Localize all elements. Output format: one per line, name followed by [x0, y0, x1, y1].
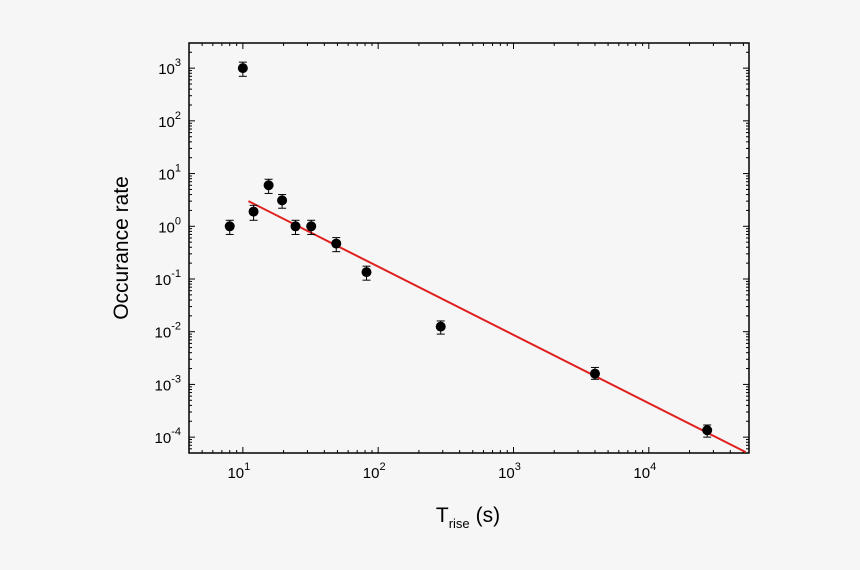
y-tick-label: 101	[158, 163, 181, 184]
x-axis-title-unit: (s)	[476, 504, 501, 527]
point-marker	[306, 221, 317, 232]
point-marker	[361, 267, 372, 278]
point-marker	[237, 63, 248, 74]
point-marker	[702, 425, 713, 436]
x-tick-label: 104	[633, 461, 656, 482]
x-tick-label: 102	[363, 461, 386, 482]
data-point	[277, 194, 288, 209]
point-marker	[263, 180, 274, 191]
data-point	[248, 204, 259, 221]
x-tick-label: 103	[498, 461, 521, 482]
data-point	[237, 61, 248, 77]
data-point	[263, 178, 274, 194]
data-point	[361, 265, 372, 281]
x-axis-title: Trise (s)	[436, 504, 500, 531]
point-marker	[589, 368, 600, 379]
y-tick-label: 103	[158, 57, 181, 78]
fit-line	[248, 200, 747, 453]
plot-frame	[188, 42, 750, 454]
x-tick-labels: 101 102 103 104	[227, 461, 656, 482]
x-tick-label: 101	[227, 461, 250, 482]
y-tick-label: 10-2	[155, 321, 181, 342]
axis-ticks	[188, 42, 749, 454]
y-tick-label: 10-3	[155, 373, 181, 394]
data-point	[589, 366, 600, 380]
point-marker	[290, 221, 301, 232]
data-point	[224, 219, 235, 235]
y-axis-title: Occurance rate	[110, 176, 133, 320]
y-tick-label: 10-1	[155, 268, 181, 289]
data-point	[435, 320, 446, 335]
data-point	[306, 219, 317, 235]
point-marker	[224, 221, 235, 232]
data-point	[290, 219, 301, 235]
data-point	[702, 424, 713, 438]
y-tick-label: 102	[158, 110, 181, 131]
x-axis-title-subscript: rise	[449, 516, 470, 531]
point-marker	[277, 195, 288, 206]
data-points	[224, 61, 713, 438]
y-tick-label: 10-4	[155, 426, 181, 447]
point-marker	[435, 321, 446, 332]
y-tick-labels: 103 102 101 100 10-1 10-2 10-3 10-4	[155, 57, 181, 447]
point-marker	[248, 206, 259, 217]
y-tick-label: 100	[158, 215, 181, 236]
data-point	[331, 237, 342, 253]
point-marker	[331, 238, 342, 249]
